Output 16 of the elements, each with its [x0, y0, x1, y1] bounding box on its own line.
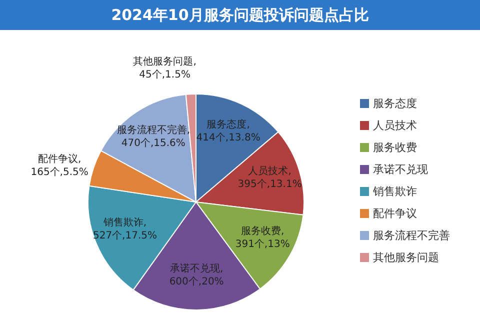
legend-label: 服务流程不完善 — [373, 229, 450, 242]
data-label: 配件争议, 165个,5.5% — [30, 152, 88, 178]
chart-title: 2024年10月服务问题投诉问题点占比 — [0, 0, 480, 30]
legend-label: 销售欺诈 — [373, 185, 417, 198]
legend-label: 服务态度 — [373, 97, 417, 110]
legend-label: 承诺不兑现 — [373, 163, 428, 176]
legend-label: 服务收费 — [373, 141, 417, 154]
legend-label: 其他服务问题 — [373, 251, 439, 264]
data-label: 服务态度, 414个,13.8% — [196, 118, 260, 144]
legend-label: 人员技术 — [373, 119, 417, 132]
data-label: 人员技术, 395个,13.1% — [238, 165, 302, 190]
data-label: 承诺不兑现, 600个,20% — [169, 262, 224, 288]
data-label: 销售欺诈, 527个,17.5% — [92, 216, 158, 242]
data-label: 服务收费, 391个,13% — [235, 225, 290, 250]
data-label: 其他服务问题, 45个,1.5% — [133, 55, 196, 80]
legend-label: 配件争议 — [373, 207, 417, 220]
